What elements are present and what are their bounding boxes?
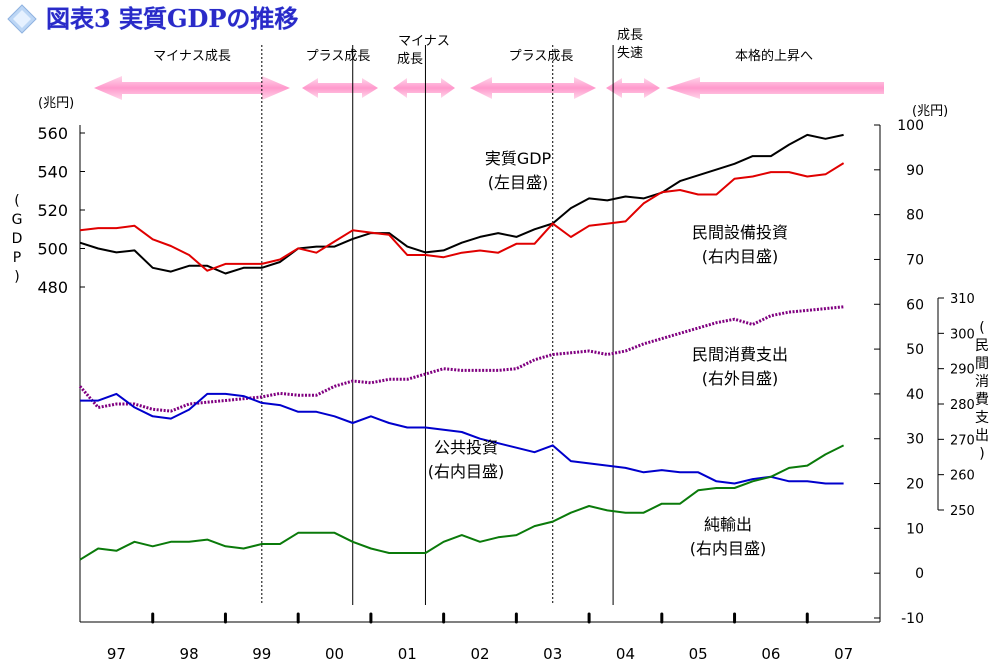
right-outer-axis-label: (民間消費支出) xyxy=(975,320,989,462)
left-axis-title: (G D P) xyxy=(12,193,23,285)
x-tick-label: 01 xyxy=(398,645,417,660)
series-annotation: 公共投資(右内目盛) xyxy=(428,438,505,481)
left-tick-label: 500 xyxy=(37,240,68,259)
series-annotation: 民間消費支出(右外目盛) xyxy=(692,345,788,388)
x-tick-label: 07 xyxy=(834,645,853,660)
left-axis-label: (G D P) xyxy=(12,193,23,285)
phase-arrow-3 xyxy=(393,78,455,98)
right-tick-label: 20 xyxy=(906,477,924,493)
outer-tick-label: 300 xyxy=(950,327,975,342)
right-tick-label: 90 xyxy=(906,163,924,179)
outer-tick-label: 280 xyxy=(950,398,975,413)
left-tick-label: 480 xyxy=(37,278,68,297)
right-tick-label: 50 xyxy=(906,342,924,358)
x-tick-label: 99 xyxy=(252,645,271,660)
right-unit-label: (兆円) xyxy=(912,104,948,119)
x-tick-label: 04 xyxy=(616,645,635,660)
right-tick-label: 70 xyxy=(906,252,924,268)
x-tick-label: 97 xyxy=(107,645,126,660)
right-tick-label: 100 xyxy=(897,118,924,134)
phase-arrow-6 xyxy=(666,77,884,99)
series-annotation: 民間設備投資(右内目盛) xyxy=(692,223,788,266)
right-tick-label: 80 xyxy=(906,208,924,224)
x-tick-label: 02 xyxy=(470,645,489,660)
x-tick-label: 00 xyxy=(325,645,344,660)
outer-axis-title: (民間消費支出) xyxy=(975,320,989,462)
title-group: 図表3 実質GDPの推移 xyxy=(7,4,299,34)
series-annotations: 実質GDP (左目盛) 民間設備投資(右内目盛) 民間消費支出(右外目盛) 公共投資(右… xyxy=(428,149,788,558)
phase-arrow-5 xyxy=(606,78,660,98)
right-tick-label: 30 xyxy=(906,432,924,448)
left-unit-label: (兆円) xyxy=(38,96,74,111)
right-tick-label: -10 xyxy=(901,611,924,627)
left-tick-label: 540 xyxy=(37,163,68,182)
left-tick-label: 560 xyxy=(37,124,68,143)
phase-arrow-1 xyxy=(94,76,290,100)
outer-tick-label: 250 xyxy=(950,504,975,519)
series-line-public xyxy=(80,392,844,485)
phase-label-3: マイナス成長 xyxy=(397,34,450,67)
x-axis: 97 98 99 00 01 02 03 04 05 06 07 xyxy=(107,612,853,660)
phase-label-2: プラス成長 xyxy=(306,49,371,64)
series-line-consumption xyxy=(78,305,844,413)
outer-tick-label: 310 xyxy=(950,292,975,307)
series-annotation: 純輸出(右内目盛) xyxy=(690,515,767,558)
series-line-gdp xyxy=(79,133,844,275)
phase-arrow-4 xyxy=(470,77,596,99)
x-tick-label: 06 xyxy=(761,645,780,660)
outer-tick-label: 260 xyxy=(950,469,975,484)
x-tick-label: 05 xyxy=(689,645,708,660)
phase-label-4: プラス成長 xyxy=(509,49,574,64)
phase-arrow-2 xyxy=(302,78,378,98)
left-axis-ticks: 560 540 520 500 480 xyxy=(37,124,85,297)
left-tick-label: 520 xyxy=(37,201,68,220)
chart-title: 図表3 実質GDPの推移 xyxy=(46,4,298,33)
outer-tick-label: 270 xyxy=(950,433,975,448)
phase-arrows xyxy=(94,76,884,100)
phase-label-5: 成長失速 xyxy=(617,28,643,61)
x-tick-label: 98 xyxy=(180,645,199,660)
phase-boundary-lines xyxy=(261,45,614,605)
series-lines xyxy=(78,133,845,561)
series-line-equipment xyxy=(79,162,845,272)
series-annotation: 実質GDP (左目盛) xyxy=(485,149,552,192)
right-tick-label: 60 xyxy=(906,297,924,313)
right-tick-label: 0 xyxy=(915,566,924,582)
x-tick-label: 03 xyxy=(543,645,562,660)
right-outer-axis-ticks: 310 300 290 280 270 260 250 xyxy=(938,292,975,519)
series-line-netexports xyxy=(79,444,845,561)
phase-label-6: 本格的上昇へ xyxy=(735,48,813,64)
right-tick-label: 40 xyxy=(906,387,924,403)
phase-label-1: マイナス成長 xyxy=(153,49,231,64)
outer-tick-label: 290 xyxy=(950,363,975,378)
right-tick-label: 10 xyxy=(906,521,924,537)
